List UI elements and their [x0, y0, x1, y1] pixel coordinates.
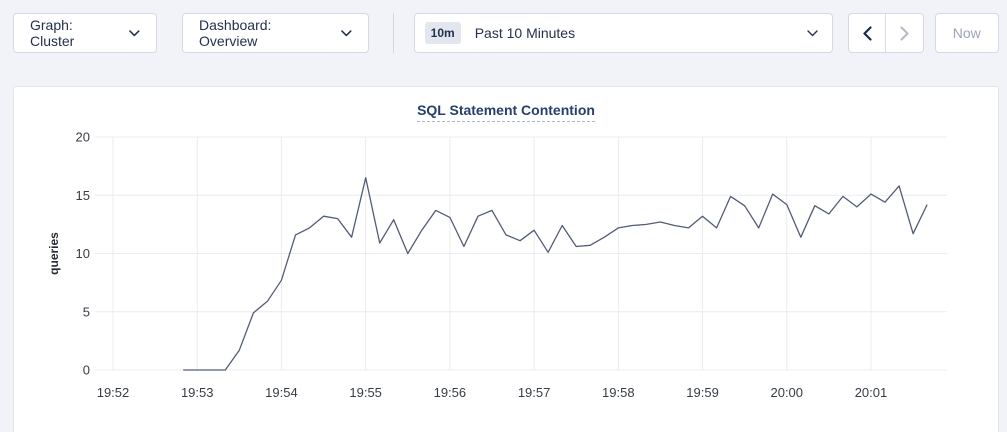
now-button-label: Now	[952, 25, 981, 41]
chevron-right-icon	[900, 25, 909, 41]
graph-dropdown[interactable]: Graph: Cluster	[13, 13, 158, 53]
chart-title-row: SQL Statement Contention	[14, 87, 998, 123]
graph-dropdown-label: Graph: Cluster	[30, 17, 75, 49]
y-tick-label: 15	[76, 188, 90, 203]
series-line	[183, 177, 928, 371]
x-tick-label: 20:01	[855, 385, 888, 400]
x-tick-label: 19:55	[349, 385, 382, 400]
toolbar-divider	[392, 13, 394, 53]
x-tick-label: 20:00	[770, 385, 803, 400]
prev-time-button[interactable]	[849, 14, 886, 52]
x-tick-label: 19:59	[686, 385, 719, 400]
y-axis-label: queries	[47, 232, 61, 275]
chevron-down-icon	[341, 29, 352, 36]
x-tick-label: 19:54	[265, 385, 298, 400]
chart-card: SQL Statement Contention 0 5 10 15 20 19:52 19…	[13, 86, 999, 432]
x-tick-label: 19:52	[97, 385, 130, 400]
x-tick-label: 19:53	[181, 385, 214, 400]
toolbar: Graph: Cluster Dashboard: Overview 10m P…	[0, 0, 1007, 53]
x-tick-label: 19:56	[434, 385, 467, 400]
x-tick-label: 19:57	[518, 385, 551, 400]
y-tick-label: 0	[83, 363, 90, 378]
y-tick-label: 5	[83, 304, 90, 319]
line-chart[interactable]: 0 5 10 15 20 19:52 19:53 19:54 19:55 19:56 19:57 19…	[14, 123, 998, 423]
time-range-badge: 10m	[424, 22, 461, 44]
dashboard-dropdown-label: Dashboard: Overview	[199, 17, 272, 49]
time-range-picker[interactable]: 10m Past 10 Minutes	[413, 13, 834, 53]
chevron-down-icon	[129, 29, 140, 36]
chevron-left-icon	[862, 25, 872, 41]
chevron-down-icon	[807, 29, 818, 36]
y-tick-label: 20	[76, 130, 90, 145]
now-button[interactable]: Now	[934, 13, 1000, 53]
next-time-button[interactable]	[886, 14, 923, 52]
x-tick-label: 19:58	[602, 385, 635, 400]
time-range-label: Past 10 Minutes	[474, 25, 576, 41]
dashboard-dropdown[interactable]: Dashboard: Overview	[182, 13, 369, 53]
chart-title[interactable]: SQL Statement Contention	[417, 102, 595, 122]
y-tick-label: 10	[76, 246, 90, 261]
time-step-button-group	[848, 13, 924, 53]
